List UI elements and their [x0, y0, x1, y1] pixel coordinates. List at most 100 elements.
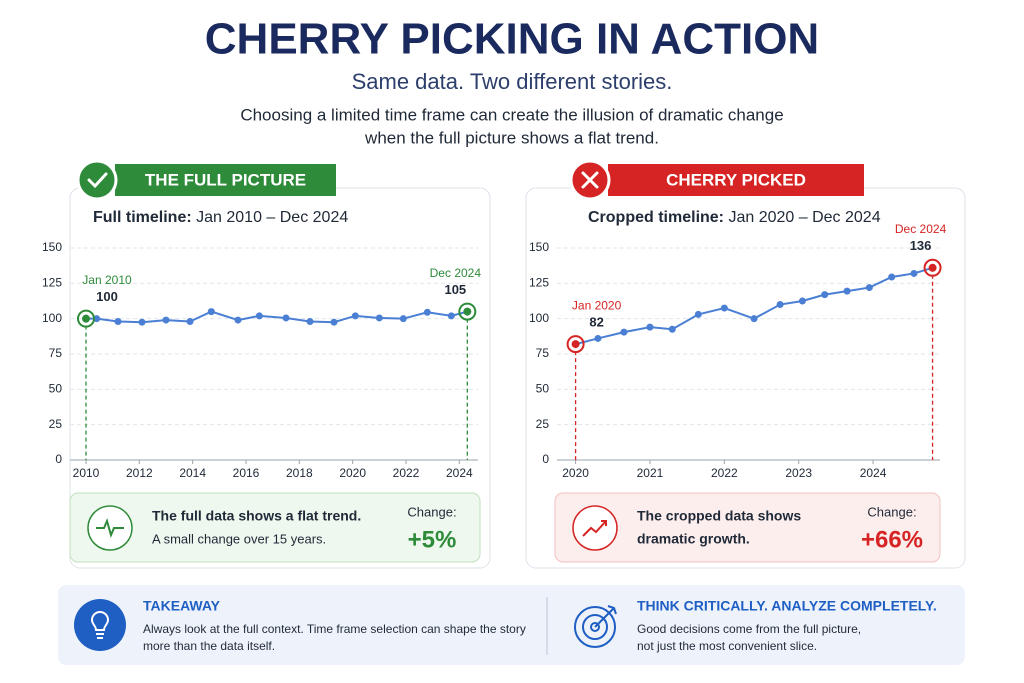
end-marker-dot: [82, 314, 90, 323]
subtitle-range: Jan 2010 – Dec 2024: [196, 209, 348, 226]
data-label: 82: [589, 315, 603, 330]
data-label: 136: [910, 238, 932, 253]
data-point: [594, 334, 602, 342]
data-point: [186, 317, 194, 325]
data-point: [668, 325, 676, 333]
badge-banner: [608, 164, 864, 196]
data-point: [910, 269, 918, 277]
summary-headline: dramatic growth.: [637, 531, 750, 547]
annotation: Dec 2024: [430, 266, 482, 280]
end-marker: [77, 309, 95, 328]
takeaway-line: more than the data itself.: [143, 639, 275, 653]
subtitle-label: Full timeline:: [93, 209, 192, 226]
data-point: [447, 312, 455, 320]
data-point: [423, 308, 431, 316]
advice-title: THINK CRITICALLY. ANALYZE COMPLETELY.: [637, 598, 937, 614]
data-point: [776, 301, 784, 309]
y-tick-label: 50: [536, 382, 550, 396]
end-marker-dot: [928, 263, 937, 272]
y-tick-label: 25: [536, 417, 550, 431]
data-point: [351, 312, 359, 320]
page-subtitle: Same data. Two different stories.: [352, 69, 673, 94]
data-point: [306, 317, 314, 325]
data-point: [162, 316, 170, 324]
data-point: [620, 328, 628, 336]
badge-glyph: [581, 171, 599, 189]
target-icon: [574, 605, 617, 648]
x-tick-label: 2018: [286, 466, 313, 480]
y-tick-label: 150: [529, 240, 549, 254]
data-point: [865, 284, 873, 292]
end-marker: [458, 302, 477, 321]
advice-line: not just the most convenient slice.: [637, 639, 817, 653]
data-point: [750, 315, 758, 323]
change-value: +5%: [408, 526, 457, 553]
takeaway-line: Always look at the full context. Time fr…: [143, 622, 526, 636]
change-value: +66%: [861, 526, 923, 553]
advice-line: Good decisions come from the full pictur…: [637, 622, 861, 636]
y-tick-label: 0: [55, 452, 62, 466]
badge-text: THE FULL PICTURE: [145, 170, 306, 189]
data-point: [646, 323, 654, 331]
annotation: Dec 2024: [895, 222, 947, 236]
x-tick-label: 2020: [562, 466, 589, 480]
data-point: [93, 315, 101, 323]
y-tick-label: 100: [529, 311, 549, 325]
x-tick-label: 2021: [637, 466, 664, 480]
data-point: [399, 315, 407, 323]
end-marker: [566, 335, 585, 354]
data-line: [575, 266, 933, 346]
page-title: CHERRY PICKING IN ACTION: [205, 15, 819, 64]
data-point: [843, 287, 851, 295]
data-point: [375, 314, 383, 322]
x-tick-label: 2014: [179, 466, 206, 480]
badge-text: CHERRY PICKED: [666, 170, 806, 189]
y-tick-label: 100: [42, 311, 62, 325]
y-tick-label: 125: [529, 276, 549, 290]
summary-box: [554, 492, 941, 563]
data-point: [821, 291, 829, 299]
data-point: [888, 273, 896, 281]
data-point: [694, 310, 702, 318]
data-point: [282, 314, 290, 322]
description-line: when the full picture shows a flat trend…: [364, 128, 659, 147]
badge-icon: [76, 159, 118, 201]
data-point: [330, 318, 338, 326]
x-tick-label: 2010: [73, 466, 100, 480]
x-tick-label: 2012: [126, 466, 153, 480]
y-tick-label: 125: [42, 276, 62, 290]
subtitle-label: Cropped timeline:: [588, 209, 724, 226]
y-tick-label: 50: [49, 382, 63, 396]
summary-headline: The full data shows a flat trend.: [152, 508, 361, 524]
subtitle-range: Jan 2020 – Dec 2024: [728, 209, 880, 226]
summary-icon: [572, 505, 618, 551]
data-point: [138, 318, 146, 326]
data-point: [114, 317, 122, 325]
y-tick-label: 0: [542, 452, 549, 466]
y-tick-label: 25: [49, 417, 63, 431]
bulb-icon: [74, 599, 126, 651]
y-tick-label: 150: [42, 240, 62, 254]
data-point: [720, 304, 728, 312]
data-point: [207, 308, 215, 316]
y-tick-label: 75: [49, 346, 63, 360]
x-tick-label: 2023: [785, 466, 812, 480]
x-tick-label: 2022: [711, 466, 738, 480]
bottom-panel: [58, 585, 965, 665]
x-tick-label: 2024: [446, 466, 473, 480]
x-tick-label: 2024: [860, 466, 887, 480]
summary-detail: A small change over 15 years.: [152, 531, 326, 546]
change-label: Change:: [867, 504, 916, 519]
data-point: [234, 316, 242, 324]
takeaway-title: TAKEAWAY: [143, 598, 221, 614]
summary-glyph: [96, 518, 124, 538]
data-label: 105: [444, 282, 466, 297]
data-line: [86, 310, 468, 324]
bulb-glyph: [90, 611, 110, 639]
summary-box: [69, 492, 481, 563]
x-tick-label: 2022: [393, 466, 420, 480]
description-line: Choosing a limited time frame can create…: [240, 105, 783, 124]
data-label: 100: [96, 289, 118, 304]
